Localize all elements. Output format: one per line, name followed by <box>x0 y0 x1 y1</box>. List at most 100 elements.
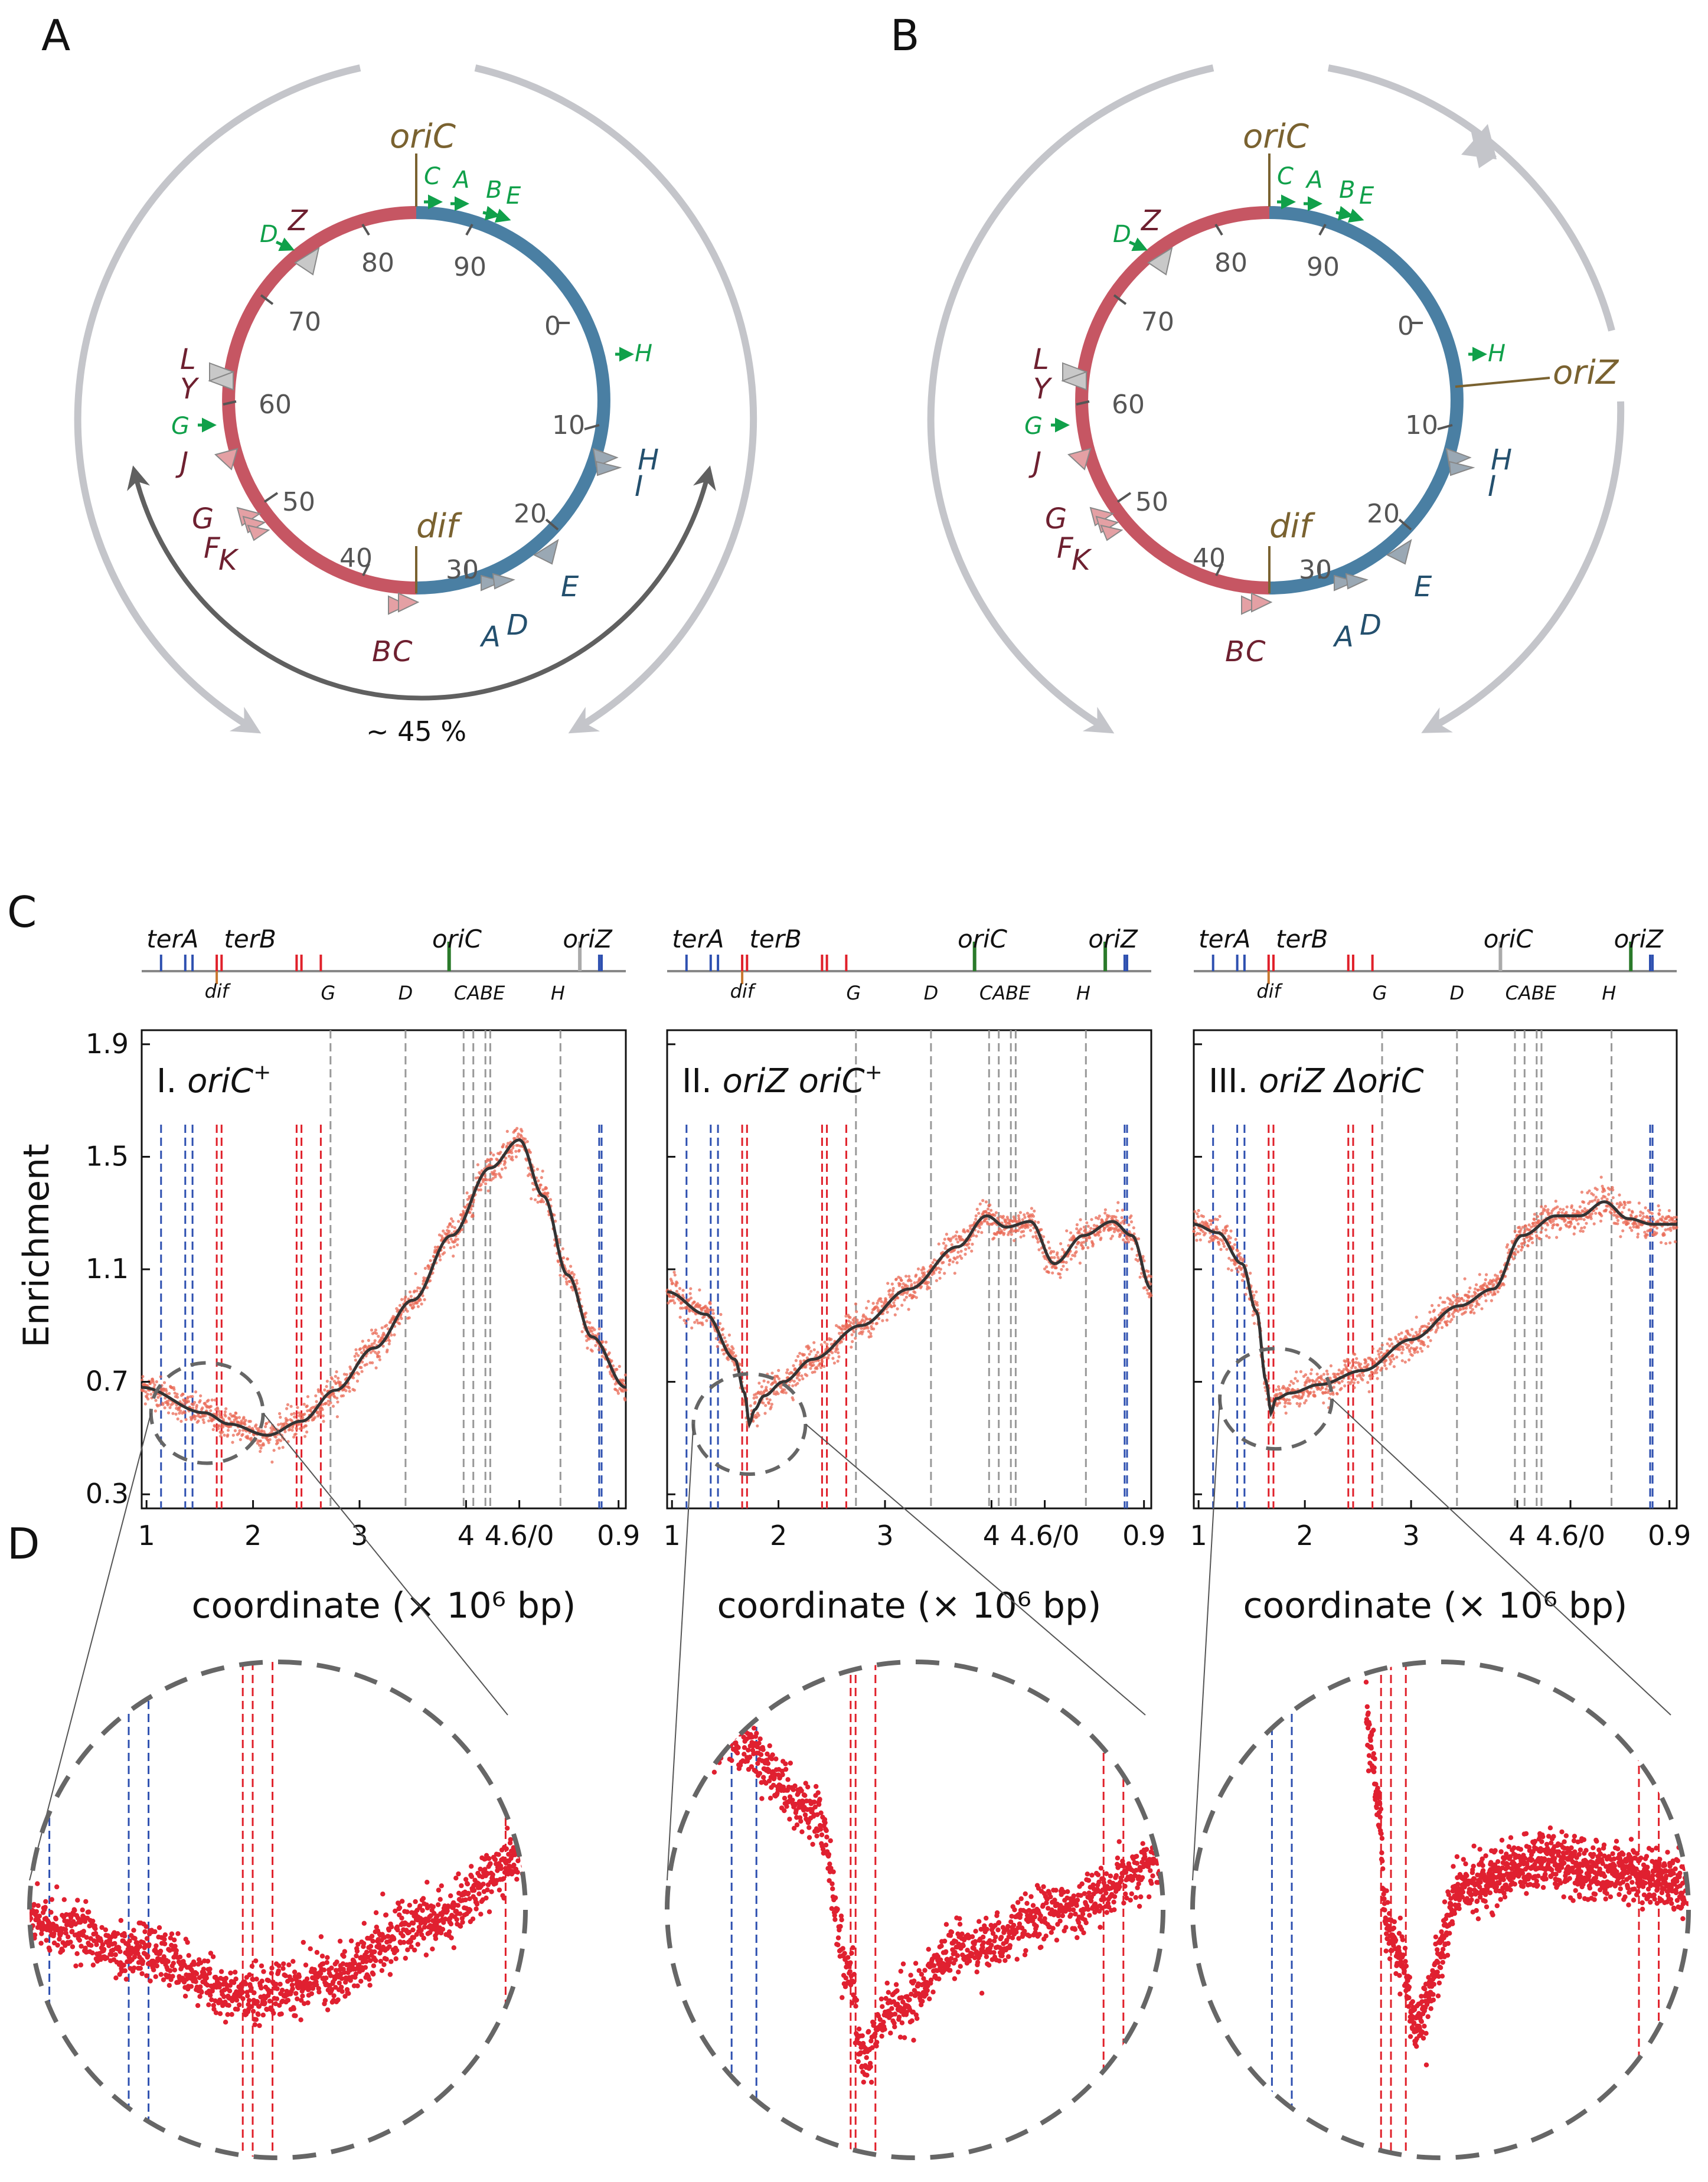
data-point <box>476 1163 480 1167</box>
data-point <box>568 1280 571 1283</box>
data-point <box>1527 1223 1531 1227</box>
data-point <box>1468 1286 1472 1290</box>
zoom-data-point <box>146 1942 152 1948</box>
data-point <box>162 1381 166 1384</box>
panel-label-c: C <box>7 887 37 937</box>
data-point <box>860 1327 863 1330</box>
data-point <box>943 1237 946 1241</box>
data-point <box>907 1308 910 1311</box>
data-point <box>1144 1286 1147 1289</box>
data-point <box>593 1328 596 1331</box>
zoom-data-point <box>218 1969 224 1974</box>
ter-B: B <box>372 635 391 668</box>
data-point <box>1315 1372 1319 1376</box>
map-label-d: D <box>924 982 939 1004</box>
data-point <box>753 1400 757 1404</box>
data-point <box>909 1279 913 1283</box>
ter-I: I <box>1488 470 1496 503</box>
data-point <box>1478 1273 1481 1276</box>
data-point <box>233 1429 237 1432</box>
data-point <box>1582 1200 1586 1204</box>
data-point <box>295 1428 299 1431</box>
data-point <box>318 1409 322 1413</box>
data-point <box>1629 1214 1633 1219</box>
data-point <box>506 1142 510 1145</box>
data-point <box>1667 1209 1671 1213</box>
data-point <box>1611 1188 1615 1192</box>
data-point <box>146 1397 150 1401</box>
data-point <box>1296 1379 1299 1383</box>
data-point <box>1447 1311 1451 1315</box>
data-point <box>1657 1213 1661 1216</box>
data-point <box>152 1381 155 1384</box>
zoom-data-point <box>162 1936 167 1942</box>
smoothed-line <box>667 1214 1152 1429</box>
data-point <box>1206 1222 1209 1226</box>
data-point <box>1116 1201 1120 1204</box>
data-point <box>328 1396 331 1399</box>
data-point <box>1099 1236 1103 1240</box>
data-point <box>262 1430 266 1433</box>
data-point <box>998 1227 1001 1230</box>
zoom-data-point <box>32 1932 38 1938</box>
data-point <box>1287 1387 1291 1391</box>
data-point <box>880 1304 884 1308</box>
data-point <box>1346 1359 1350 1363</box>
data-point <box>695 1318 699 1322</box>
data-point <box>879 1297 883 1301</box>
data-point <box>1065 1229 1069 1233</box>
data-point <box>457 1220 461 1223</box>
data-point <box>349 1367 352 1371</box>
data-point <box>277 1446 281 1450</box>
data-point <box>1554 1217 1558 1220</box>
tick-0: 0 <box>544 311 561 341</box>
data-point <box>1229 1236 1232 1240</box>
data-point <box>504 1157 508 1160</box>
zoom-data-point <box>57 1936 62 1942</box>
data-point <box>1674 1220 1677 1223</box>
data-point <box>385 1324 388 1327</box>
data-point <box>1347 1377 1351 1380</box>
zoom-data-point <box>301 1939 306 1945</box>
zoom-data-point <box>279 2011 284 2017</box>
data-point <box>223 1433 226 1437</box>
data-point <box>361 1340 364 1343</box>
zoom-data-point <box>171 1961 176 1966</box>
data-point <box>1422 1341 1425 1344</box>
data-point <box>1522 1237 1526 1241</box>
zoom-data-point <box>290 1959 296 1964</box>
data-point <box>421 1294 424 1298</box>
data-point <box>429 1279 432 1282</box>
data-point <box>374 1328 378 1332</box>
data-point <box>1198 1232 1201 1236</box>
data-point <box>1019 1235 1023 1239</box>
data-point <box>378 1358 382 1361</box>
title-roman: III. <box>1209 1062 1259 1100</box>
data-point <box>1668 1219 1671 1222</box>
data-point <box>1227 1267 1230 1270</box>
data-point <box>348 1390 351 1393</box>
data-point <box>1627 1221 1630 1225</box>
data-point <box>903 1298 906 1302</box>
data-point <box>499 1151 502 1154</box>
data-point <box>544 1187 548 1190</box>
data-point <box>452 1255 455 1258</box>
data-point <box>1310 1368 1314 1371</box>
data-point <box>863 1319 867 1323</box>
data-point <box>1096 1217 1100 1220</box>
tick-70: 70 <box>288 307 321 337</box>
data-point <box>956 1250 960 1254</box>
data-point <box>491 1177 495 1180</box>
zoom-data-point <box>37 1913 42 1919</box>
data-point <box>1386 1342 1389 1345</box>
data-point <box>1444 1307 1447 1311</box>
data-point <box>1383 1364 1387 1367</box>
data-point <box>1669 1229 1673 1232</box>
zoom-data-point <box>139 1971 145 1977</box>
data-point <box>1418 1332 1421 1336</box>
data-point <box>975 1207 979 1211</box>
data-point <box>1233 1243 1236 1246</box>
data-point <box>1230 1259 1233 1262</box>
data-point <box>1395 1337 1398 1341</box>
